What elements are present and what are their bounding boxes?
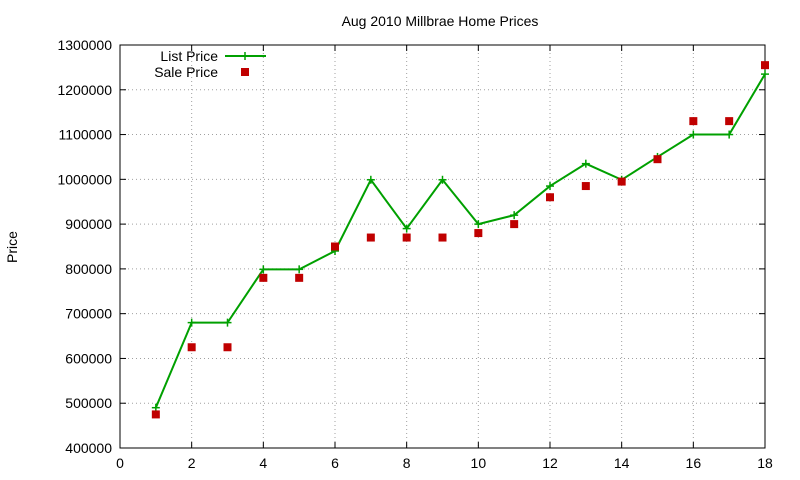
list-price-point <box>187 318 196 327</box>
list-price-point <box>438 175 447 184</box>
list-price-point <box>474 220 483 229</box>
x-tick-label: 14 <box>614 455 630 471</box>
list-price-point <box>223 318 232 327</box>
legend-entry: List Price <box>160 48 266 64</box>
sale-price-point <box>689 117 698 126</box>
list-price-point <box>366 175 375 184</box>
sale-price-point <box>331 242 339 251</box>
x-tick-label: 6 <box>331 455 339 471</box>
list-price-line <box>154 73 766 409</box>
series-1 <box>151 70 769 412</box>
list-price-point <box>259 265 268 274</box>
list-price-point <box>510 211 519 220</box>
y-tick-label: 900000 <box>65 216 112 232</box>
sale-price-point <box>581 182 590 191</box>
x-tick-label: 2 <box>188 455 196 471</box>
y-tick-label: 500000 <box>65 395 112 411</box>
x-tick-label: 16 <box>686 455 702 471</box>
list-price-point <box>761 70 769 79</box>
x-tick-label: 18 <box>757 455 773 471</box>
sale-price-point <box>546 193 554 202</box>
sale-price-point <box>438 233 447 242</box>
legend-label: List Price <box>160 48 218 64</box>
chart-title: Aug 2010 Millbrae Home Prices <box>342 13 539 29</box>
list-price-point <box>546 182 554 191</box>
series-2 <box>151 61 769 419</box>
list-price-point <box>689 130 698 139</box>
list-price-point <box>151 403 160 412</box>
sale-price-point <box>617 177 626 186</box>
list-price-point <box>402 224 411 233</box>
sale-price-point <box>259 273 268 282</box>
legend-plus-swatch <box>241 52 249 60</box>
x-tick-label: 4 <box>259 455 267 471</box>
y-axis-label: Price <box>4 231 20 263</box>
legend-entry: Sale Price <box>154 64 249 80</box>
list-price-point <box>295 265 304 274</box>
legend-square-swatch <box>241 68 249 76</box>
sale-price-point <box>187 343 196 352</box>
grid <box>120 45 765 448</box>
sale-price-point <box>761 61 769 70</box>
x-tick-label: 8 <box>403 455 411 471</box>
axis-ticks: 0 2 4 6 8 10 12 14 16 18 400000 500000 600000 700000 8… <box>57 37 773 471</box>
y-tick-label: 1300000 <box>57 37 112 53</box>
sale-price-point <box>151 410 160 419</box>
y-tick-label: 800000 <box>65 261 112 277</box>
sale-price-point <box>295 273 304 282</box>
y-tick-label: 1100000 <box>59 127 113 143</box>
x-tick-label: 0 <box>116 455 124 471</box>
list-price-point <box>581 159 590 168</box>
sale-price-point <box>366 233 375 242</box>
y-tick-label: 600000 <box>65 350 112 366</box>
y-tick-label: 400000 <box>65 440 112 456</box>
sale-price-point <box>474 229 483 238</box>
sale-price-point <box>402 233 411 242</box>
plot-frame <box>119 44 766 449</box>
list-price-point <box>725 130 734 139</box>
series-layer <box>151 61 769 419</box>
x-tick-label: 12 <box>542 455 558 471</box>
sale-price-point <box>653 155 662 164</box>
x-tick-label: 10 <box>471 455 487 471</box>
sale-price-point <box>510 220 519 229</box>
sale-price-point <box>725 117 734 126</box>
y-tick-label: 700000 <box>65 306 112 322</box>
legend-label: Sale Price <box>154 64 218 80</box>
sale-price-point <box>223 343 232 352</box>
y-tick-label: 1200000 <box>57 82 112 98</box>
y-tick-label: 1000000 <box>57 171 112 187</box>
